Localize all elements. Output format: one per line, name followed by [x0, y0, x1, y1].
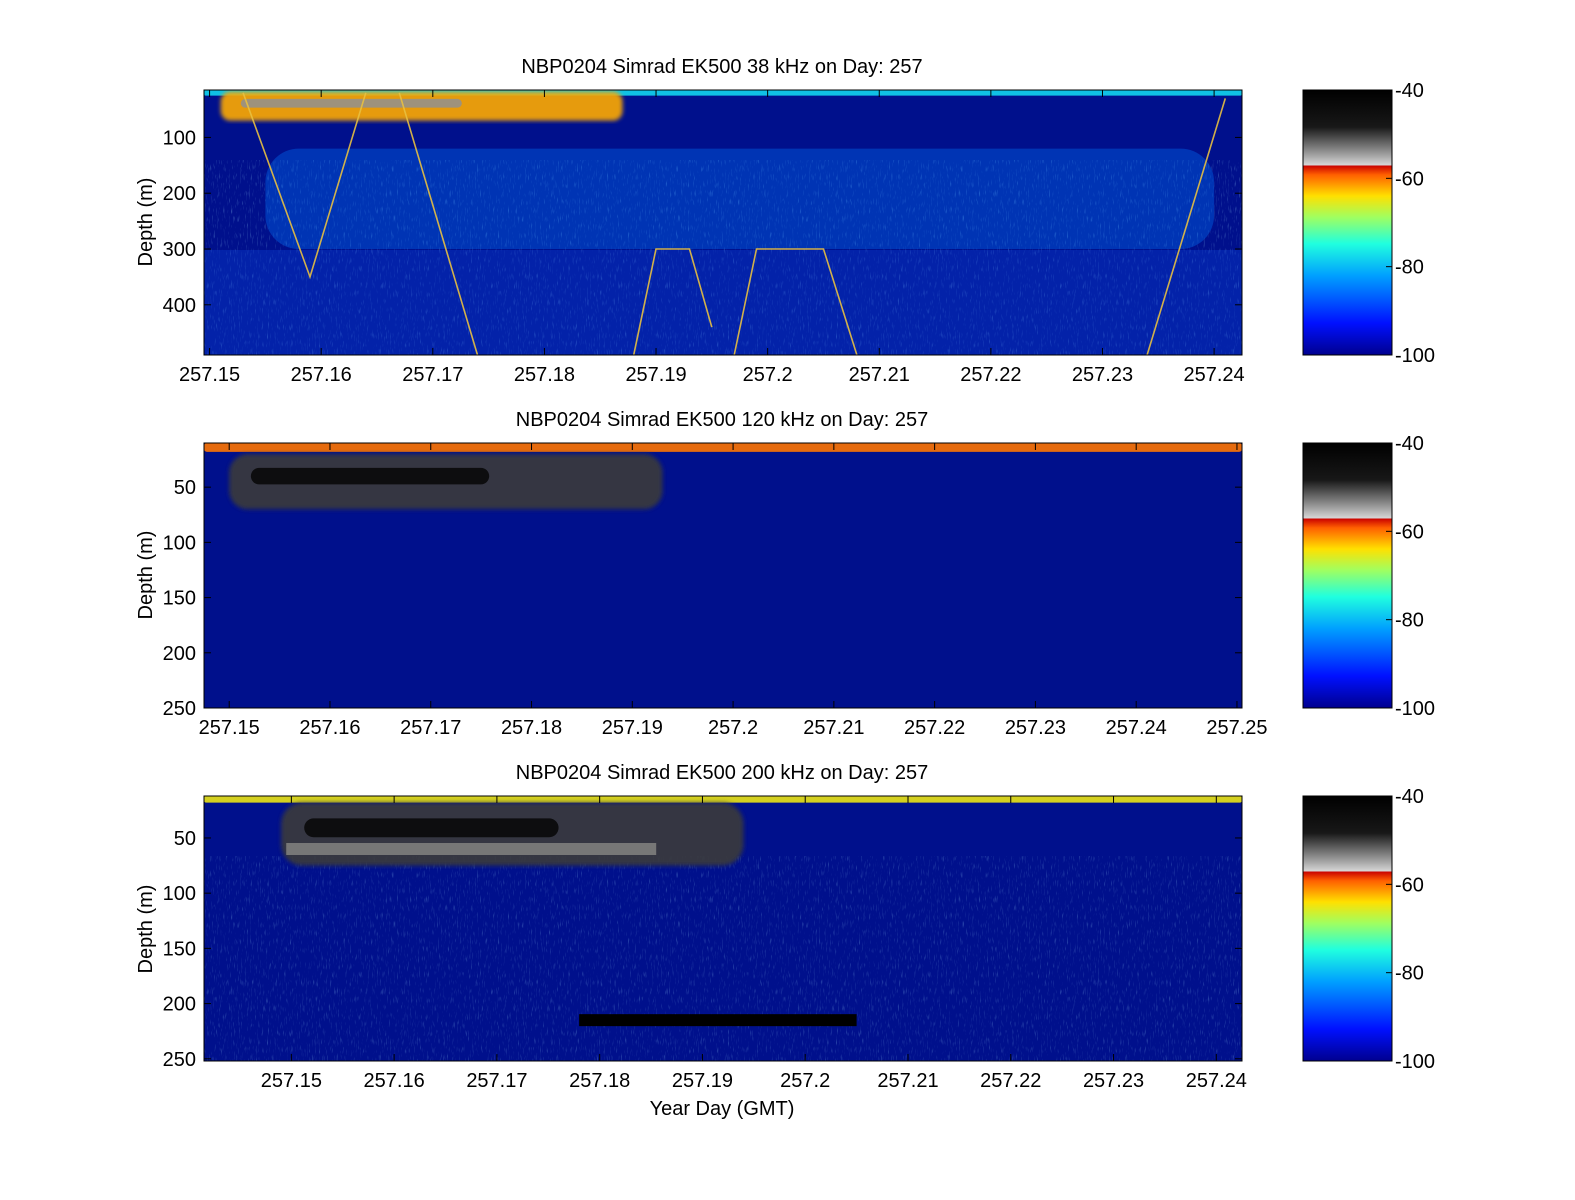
- colorbar-tick-label: -80: [1395, 257, 1424, 279]
- x-tick-label: 257.18: [501, 717, 562, 739]
- net-tow-trace: [632, 248, 713, 355]
- colorbar-tick-label: -100: [1395, 345, 1435, 367]
- panel-200khz: NBP0204 Simrad EK500 200 kHz on Day: 257…: [135, 762, 1435, 1120]
- panel-200khz-x-axis-label: Year Day (GMT): [650, 1098, 795, 1120]
- colorbar-tick-label: -100: [1395, 698, 1435, 720]
- panel-120khz-title: NBP0204 Simrad EK500 120 kHz on Day: 257: [516, 409, 928, 431]
- panel-120khz-y-axis-label: Depth (m): [135, 531, 157, 620]
- colorbar-tick-label: -60: [1395, 168, 1424, 190]
- panel-38khz-deep-backscatter: [204, 250, 1242, 355]
- scattering-layer: [204, 443, 1242, 452]
- x-tick-label: 257.17: [466, 1070, 527, 1092]
- y-tick-label: 400: [163, 295, 196, 317]
- x-tick-label: 257.19: [672, 1070, 733, 1092]
- panel-200khz-plot-area: [204, 796, 1242, 1061]
- x-tick-label: 257.17: [402, 364, 463, 386]
- x-tick-label: 257.23: [1072, 364, 1133, 386]
- net-tow-trace: [242, 92, 367, 280]
- y-tick-label: 200: [163, 643, 196, 665]
- panel-38khz-frame: [203, 89, 1243, 356]
- y-tick-label: 250: [163, 1049, 196, 1071]
- panel-120khz-plot-area: [204, 443, 1242, 708]
- x-tick-label: 257.2: [708, 717, 758, 739]
- panel-120khz-frame: [203, 442, 1243, 709]
- x-tick-label: 257.23: [1083, 1070, 1144, 1092]
- panel-200khz-y-axis-label: Depth (m): [135, 885, 157, 974]
- x-tick-label: 257.16: [299, 717, 360, 739]
- panel-200khz-noise: [204, 856, 1242, 1061]
- x-tick-label: 257.25: [1206, 717, 1267, 739]
- colorbar-gradient: [1302, 795, 1393, 1062]
- scattering-layer: [265, 148, 1215, 249]
- colorbar-tick-label: -60: [1395, 521, 1424, 543]
- x-tick-label: 257.24: [1106, 717, 1167, 739]
- y-tick-label: 100: [163, 532, 196, 554]
- marker-bar: [286, 843, 657, 855]
- colorbar-gradient: [1302, 89, 1393, 356]
- scattering-layer: [204, 796, 1242, 803]
- panel-38khz-noise: [204, 160, 1242, 355]
- x-tick-label: 257.2: [780, 1070, 830, 1092]
- y-tick-label: 150: [163, 588, 196, 610]
- x-tick-label: 257.2: [743, 364, 793, 386]
- swarm-core: [304, 818, 559, 838]
- x-tick-label: 257.23: [1005, 717, 1066, 739]
- y-tick-label: 200: [163, 994, 196, 1016]
- net-tow-trace: [733, 248, 858, 355]
- y-tick-label: 100: [163, 883, 196, 905]
- net-tow-trace: [1146, 98, 1227, 355]
- x-tick-label: 257.21: [849, 364, 910, 386]
- colorbar-tick-label: -100: [1395, 1051, 1435, 1073]
- swarm-core: [240, 98, 462, 108]
- y-tick-label: 250: [163, 698, 196, 720]
- panel-38khz-plot-area: [204, 90, 1242, 355]
- x-tick-label: 257.21: [803, 717, 864, 739]
- x-tick-label: 257.22: [904, 717, 965, 739]
- x-tick-label: 257.15: [261, 1070, 322, 1092]
- x-tick-label: 257.16: [364, 1070, 425, 1092]
- panel-120khz-colorbar: -40 -60 -80 -100: [1302, 433, 1435, 720]
- x-tick-label: 257.18: [569, 1070, 630, 1092]
- colorbar-gradient: [1302, 442, 1393, 709]
- y-tick-label: 50: [174, 828, 196, 850]
- swarm-core: [250, 467, 490, 485]
- y-tick-label: 150: [163, 938, 196, 960]
- x-tick-label: 257.17: [400, 717, 461, 739]
- panel-38khz-colorbar: -40 -60 -80 -100: [1302, 80, 1435, 367]
- colorbar-tick-label: -80: [1395, 963, 1424, 985]
- x-tick-label: 257.22: [980, 1070, 1041, 1092]
- x-tick-label: 257.15: [199, 717, 260, 739]
- y-tick-label: 100: [163, 127, 196, 149]
- y-tick-label: 50: [174, 477, 196, 499]
- x-tick-label: 257.18: [514, 364, 575, 386]
- panel-38khz-title: NBP0204 Simrad EK500 38 kHz on Day: 257: [521, 56, 922, 78]
- x-tick-label: 257.22: [960, 364, 1021, 386]
- marker-bar: [579, 1014, 857, 1027]
- x-tick-label: 257.19: [625, 364, 686, 386]
- x-tick-label: 257.19: [602, 717, 663, 739]
- x-tick-label: 257.21: [877, 1070, 938, 1092]
- colorbar-tick-label: -40: [1395, 80, 1424, 102]
- x-tick-label: 257.24: [1186, 1070, 1247, 1092]
- panel-38khz: NBP0204 Simrad EK500 38 kHz on Day: 257 …: [135, 56, 1435, 386]
- colorbar-tick-label: -40: [1395, 786, 1424, 808]
- panel-200khz-title: NBP0204 Simrad EK500 200 kHz on Day: 257: [516, 762, 928, 784]
- panel-38khz-y-axis-label: Depth (m): [135, 178, 157, 267]
- y-tick-label: 200: [163, 183, 196, 205]
- colorbar-tick-label: -80: [1395, 610, 1424, 632]
- net-tow-trace: [398, 92, 479, 355]
- y-tick-label: 300: [163, 239, 196, 261]
- x-tick-label: 257.15: [179, 364, 240, 386]
- colorbar-tick-label: -60: [1395, 874, 1424, 896]
- panel-120khz: NBP0204 Simrad EK500 120 kHz on Day: 257…: [135, 409, 1435, 739]
- panel-200khz-colorbar: -40 -60 -80 -100: [1302, 786, 1435, 1073]
- x-tick-label: 257.16: [291, 364, 352, 386]
- panel-200khz-frame: [203, 795, 1243, 1062]
- colorbar-tick-label: -40: [1395, 433, 1424, 455]
- x-tick-label: 257.24: [1184, 364, 1245, 386]
